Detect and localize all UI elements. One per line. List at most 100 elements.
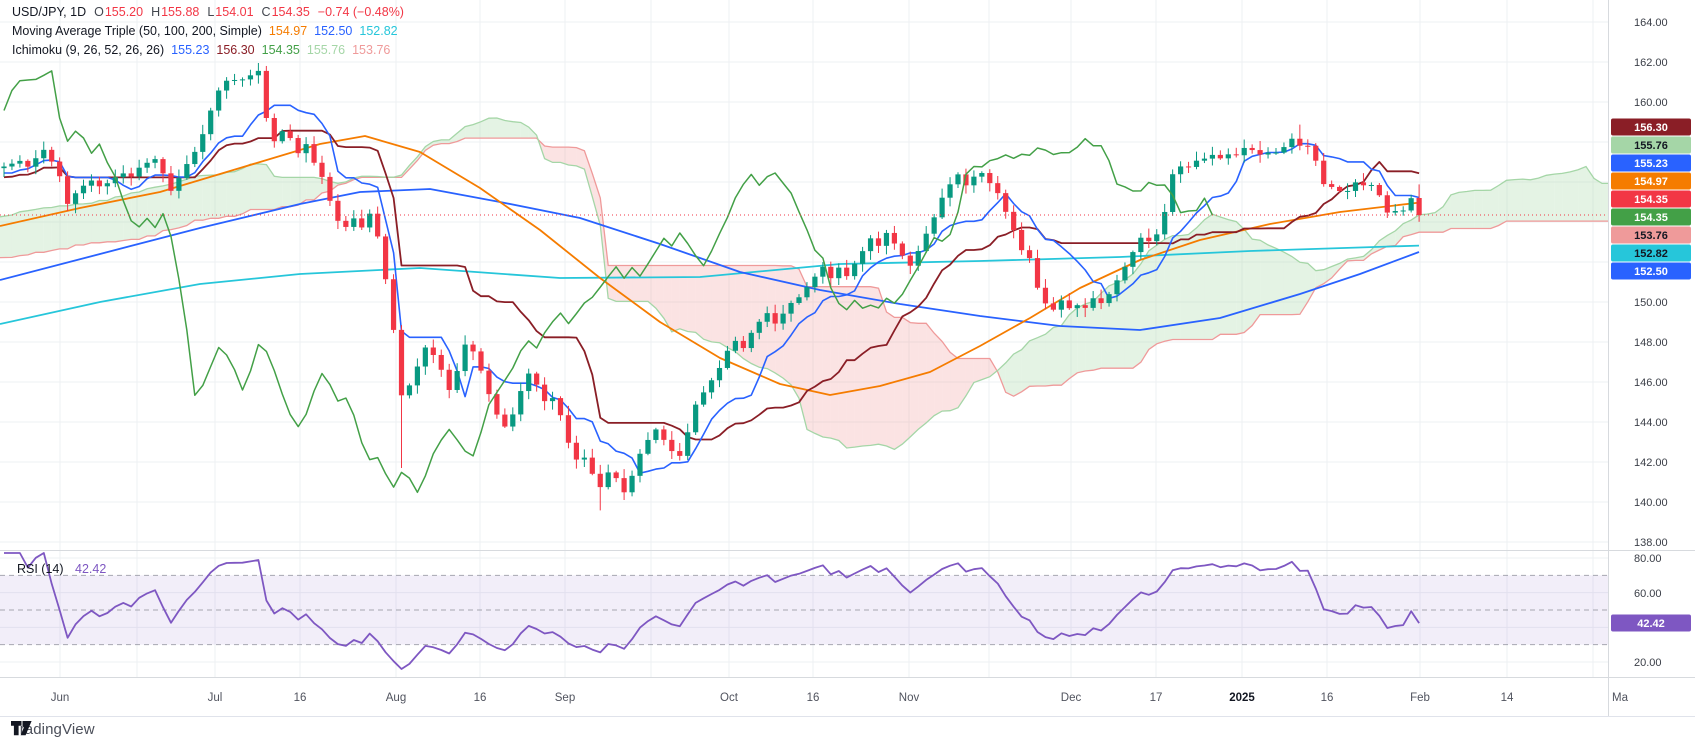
- candle: [1114, 274, 1120, 302]
- candle: [104, 179, 110, 195]
- symbol-title[interactable]: USD/JPY, 1D: [12, 5, 87, 19]
- candle: [1170, 169, 1176, 216]
- candle: [279, 129, 285, 144]
- candle: [836, 263, 842, 285]
- candle: [1265, 147, 1271, 159]
- chikou-value: 154.35: [261, 43, 300, 57]
- price-axis[interactable]: 164.00 162.00 160.00 150.00 148.00 146.00 144.…: [1611, 17, 1691, 669]
- candle: [494, 389, 500, 419]
- candle: [534, 371, 540, 392]
- candle: [1360, 173, 1367, 191]
- candle: [486, 363, 492, 402]
- tenkan-line: [4, 104, 1420, 474]
- price-badge: 156.30: [1611, 118, 1691, 136]
- candle: [1241, 139, 1247, 163]
- candle: [192, 146, 198, 168]
- candle: [1297, 124, 1303, 151]
- candle: [1400, 206, 1406, 216]
- candle: [788, 300, 794, 322]
- candle: [1066, 293, 1072, 310]
- candle: [812, 273, 818, 293]
- time-tick-label: 2025: [1229, 692, 1255, 704]
- candle: [351, 210, 357, 231]
- candle: [621, 469, 627, 500]
- rsi-chart-pane[interactable]: [0, 551, 1608, 677]
- ichimoku-cloud: [0, 117, 1608, 451]
- open-value: 155.20: [104, 5, 144, 19]
- candle: [367, 209, 373, 233]
- candle: [120, 165, 126, 184]
- rsi-legend-row[interactable]: RSI (14) 42.42: [17, 562, 106, 576]
- main-chart-pane[interactable]: [0, 0, 1608, 550]
- ma-legend-row[interactable]: Moving Average Triple (50, 100, 200, Sim…: [12, 22, 404, 41]
- candle: [1233, 147, 1239, 158]
- candle: [1384, 191, 1390, 218]
- candle: [987, 169, 993, 192]
- candle: [780, 304, 786, 330]
- svg-text:152.50: 152.50: [1634, 266, 1668, 278]
- rsi-indicator-label[interactable]: RSI (14): [17, 562, 64, 576]
- candle: [1042, 279, 1049, 310]
- price-tick-label: 142.00: [1634, 457, 1668, 469]
- candle: [462, 335, 468, 377]
- candle: [756, 318, 762, 340]
- candle: [772, 304, 778, 332]
- candle: [33, 150, 39, 175]
- pane-separators: [0, 0, 1695, 717]
- candle: [796, 294, 802, 305]
- ichimoku-legend-row[interactable]: Ichimoku (9, 26, 52, 26, 26) 155.23 156.…: [12, 41, 404, 60]
- senkou-a-line: [0, 117, 1608, 451]
- candle: [25, 159, 31, 173]
- candle: [41, 141, 47, 164]
- candle: [144, 158, 150, 173]
- rsi-value: 42.42: [75, 562, 107, 576]
- candle: [287, 124, 293, 141]
- ma-indicator-label[interactable]: Moving Average Triple (50, 100, 200, Sim…: [12, 24, 262, 38]
- time-axis-scale[interactable]: [0, 677, 1695, 716]
- candle: [343, 215, 349, 232]
- price-axis-scale[interactable]: [1608, 0, 1695, 677]
- ichimoku-lines: [3, 104, 1420, 474]
- candle: [629, 470, 635, 497]
- candle: [971, 170, 977, 193]
- ma200-line: [0, 244, 1420, 325]
- close-label: C: [261, 5, 271, 19]
- candle: [701, 386, 707, 407]
- candle: [867, 235, 874, 260]
- candle: [820, 262, 826, 284]
- candle: [438, 349, 444, 377]
- candle: [375, 206, 381, 239]
- time-tick-label: Jun: [51, 692, 70, 704]
- price-tick-label: 162.00: [1634, 57, 1668, 69]
- chikou-span-line: [3, 70, 1214, 494]
- candle: [1408, 194, 1414, 213]
- candle: [1162, 203, 1168, 240]
- price-badge: 154.35: [1611, 190, 1691, 208]
- candle: [446, 363, 452, 399]
- candle: [184, 155, 190, 180]
- rsi-pane: [0, 552, 1608, 670]
- candle: [1392, 204, 1398, 216]
- candle: [565, 405, 572, 449]
- candle: [72, 190, 79, 214]
- candle: [359, 209, 365, 231]
- ma50-value: 154.97: [268, 24, 308, 38]
- candle: [891, 225, 897, 250]
- time-tick-label: Feb: [1410, 692, 1430, 704]
- tradingview-watermark[interactable]: TradingView: [11, 721, 95, 738]
- time-axis[interactable]: Jun Jul 16 Aug 16 Sep Oct 16 Nov Dec 17 2025 16 Feb 14…: [51, 692, 1629, 704]
- price-tick-label: 146.00: [1634, 377, 1668, 389]
- candle: [216, 87, 222, 117]
- interaction-layers: [0, 0, 1695, 716]
- ichimoku-indicator-label[interactable]: Ichimoku (9, 26, 52, 26, 26): [12, 43, 165, 57]
- candle: [303, 137, 309, 163]
- candle: [542, 377, 548, 411]
- candle: [1352, 179, 1359, 197]
- candle: [677, 443, 683, 461]
- time-tick-label: Aug: [386, 692, 406, 704]
- candle: [732, 336, 738, 354]
- candle: [1011, 205, 1017, 239]
- symbol-legend-row[interactable]: USD/JPY, 1D O 155.20 H 155.88 L 154.01 C…: [12, 3, 404, 22]
- candle: [1313, 143, 1319, 166]
- price-tick-label: 80.00: [1634, 553, 1662, 565]
